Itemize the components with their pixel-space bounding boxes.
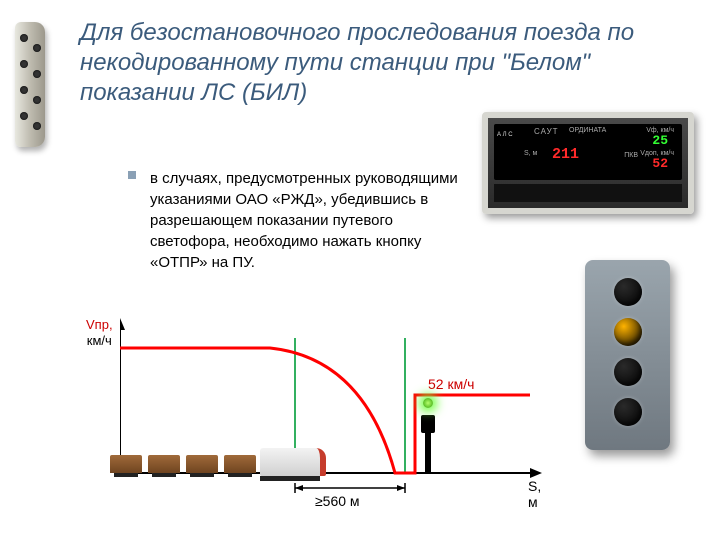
freight-car — [148, 455, 180, 473]
track-signal — [425, 433, 431, 473]
x-axis-label: S, м — [528, 478, 550, 510]
ordinate-label: ОРДИНАТА — [569, 127, 606, 134]
speed-chart: 52 км/ч S, м ≥560 м — [120, 310, 550, 510]
display-screen: А Л С САУТ ОРДИНАТА S, м 211 Vф, км/ч 25… — [494, 124, 682, 180]
s-label: S, м — [524, 150, 537, 157]
value-red-speed: 52 — [652, 156, 668, 171]
freight-car — [224, 455, 256, 473]
chart-svg — [120, 310, 550, 510]
indicator-otpr[interactable] — [614, 318, 642, 346]
y-axis-label: Vпр, км/ч — [86, 317, 113, 348]
slide-title: Для безостановочного проследования поезд… — [80, 18, 700, 108]
indicator-1 — [614, 278, 642, 306]
pkv-label: ПКВ — [624, 152, 638, 159]
freight-car — [110, 455, 142, 473]
als-label: А Л С — [497, 132, 513, 139]
distance-label: ≥560 м — [315, 493, 360, 509]
indicator-4 — [614, 398, 642, 426]
freight-car — [186, 455, 218, 473]
value-green-speed: 25 — [652, 133, 668, 148]
brand-label: САУТ — [534, 127, 559, 136]
display-lower-panel — [494, 184, 682, 202]
indicator-3 — [614, 358, 642, 386]
speed-52-label: 52 км/ч — [428, 376, 474, 392]
locomotive — [260, 448, 326, 476]
signal-green-lamp — [423, 398, 433, 408]
body-text: в случаях, предусмотренных руководящими … — [150, 168, 460, 273]
signal-head — [421, 415, 435, 433]
control-box — [585, 260, 670, 450]
bullet — [128, 171, 136, 179]
saut-display: А Л С САУТ ОРДИНАТА S, м 211 Vф, км/ч 25… — [482, 112, 694, 214]
value-red: 211 — [552, 146, 579, 163]
decor-column — [15, 22, 45, 147]
